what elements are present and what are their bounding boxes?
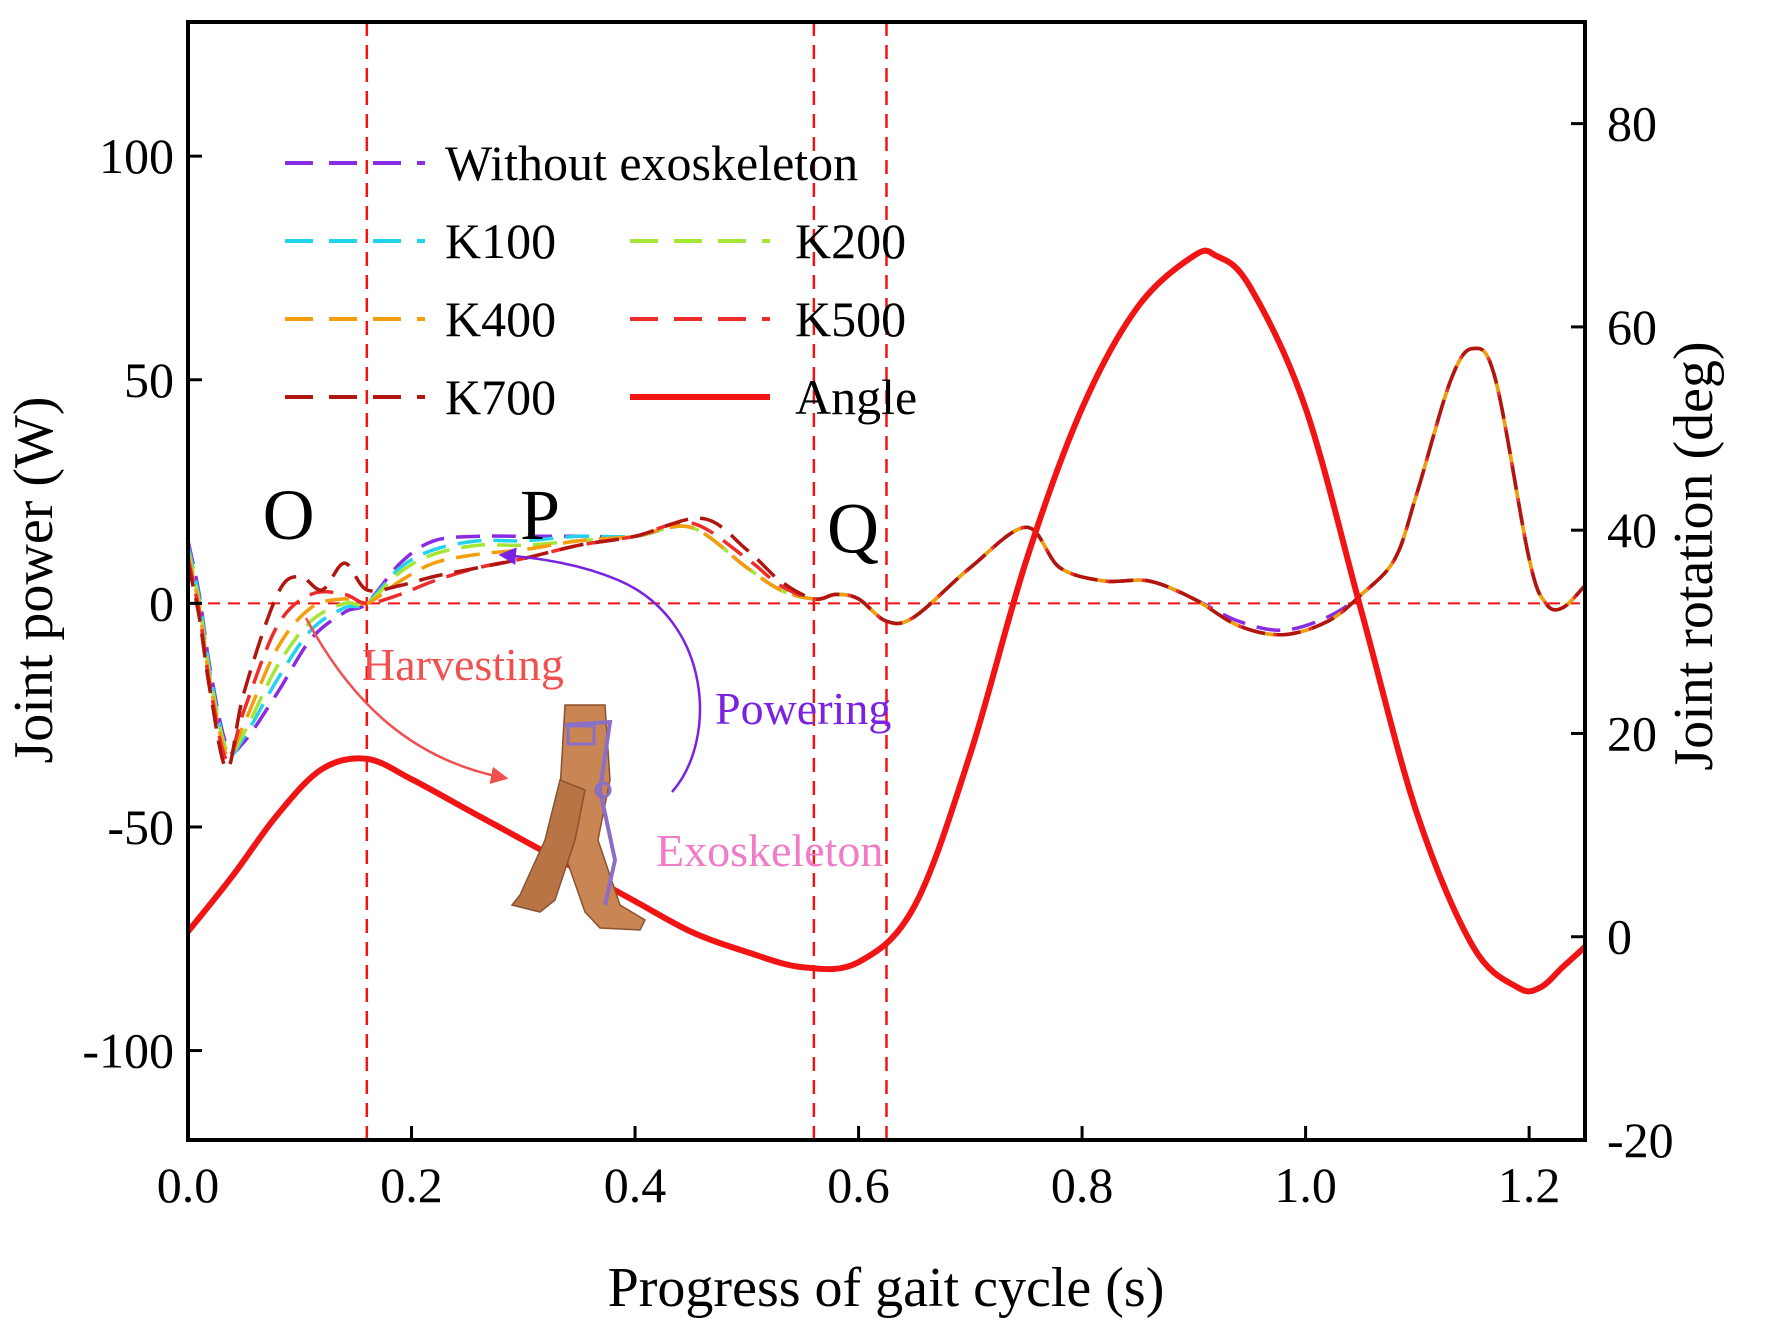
region-label-p: P (520, 475, 560, 555)
x-tick-label: 0.4 (604, 1157, 667, 1213)
legend-label-k400: K400 (445, 291, 556, 347)
x-tick-label: 1.0 (1274, 1157, 1337, 1213)
leg-illustration (510, 704, 646, 931)
y-tick-label-left: 50 (124, 352, 174, 408)
y-axis-title-left: Joint power (W) (3, 396, 65, 763)
y-tick-label-left: 100 (99, 128, 174, 184)
x-tick-label: 0.8 (1051, 1157, 1114, 1213)
annotation-group: Harvesting Powering Exoskeleton (304, 547, 891, 931)
region-label-q: Q (827, 488, 879, 568)
legend-label-k500: K500 (795, 291, 906, 347)
harvesting-label: Harvesting (362, 639, 564, 690)
powering-arrow (498, 547, 702, 793)
y-tick-label-right: 0 (1607, 909, 1632, 965)
legend-label-k100: K100 (445, 213, 556, 269)
legend-label-without: Without exoskeleton (445, 135, 858, 191)
x-tick-label: 1.2 (1498, 1157, 1561, 1213)
series-line-k100 (186, 346, 1587, 757)
axis-ticks: 0.0 0.2 0.4 0.6 0.8 1.0 1.2 -100 -50 0 50 100 -20 0 20… (82, 96, 1673, 1213)
harvesting-arrow (304, 617, 509, 784)
series-line-k400 (186, 346, 1587, 759)
powering-label: Powering (715, 683, 891, 734)
exoskeleton-label: Exoskeleton (656, 825, 883, 876)
series-line-angle (185, 247, 1588, 995)
plot-frame (186, 20, 1587, 1142)
y-tick-label-left: -50 (107, 799, 174, 855)
y-tick-label-right: 40 (1607, 502, 1657, 558)
series-layer (185, 247, 1588, 995)
legend-label-k200: K200 (795, 213, 906, 269)
y-tick-label-left: 0 (149, 575, 174, 631)
series-line-k200 (186, 346, 1587, 756)
y-tick-label-right: 80 (1607, 96, 1657, 152)
x-tick-label: 0.2 (380, 1157, 443, 1213)
x-tick-label: 0.6 (827, 1157, 890, 1213)
series-line-without-exoskeleton (186, 346, 1587, 755)
x-tick-label: 0.0 (157, 1157, 220, 1213)
legend-label-k700: K700 (445, 369, 556, 425)
y-tick-label-right: -20 (1607, 1112, 1674, 1168)
legend-label-angle: Angle (795, 369, 917, 425)
y-tick-label-right: 60 (1607, 299, 1657, 355)
y-tick-label-right: 20 (1607, 705, 1657, 761)
series-line-k700 (186, 346, 1587, 771)
region-label-o: O (263, 475, 315, 555)
y-tick-label-left: -100 (82, 1023, 174, 1079)
x-axis-title: Progress of gait cycle (s) (608, 1257, 1165, 1319)
y-axis-title-right: Joint rotation (deg) (1663, 341, 1725, 770)
legend: Without exoskeleton K100 K200 K400 K500 … (285, 135, 917, 425)
